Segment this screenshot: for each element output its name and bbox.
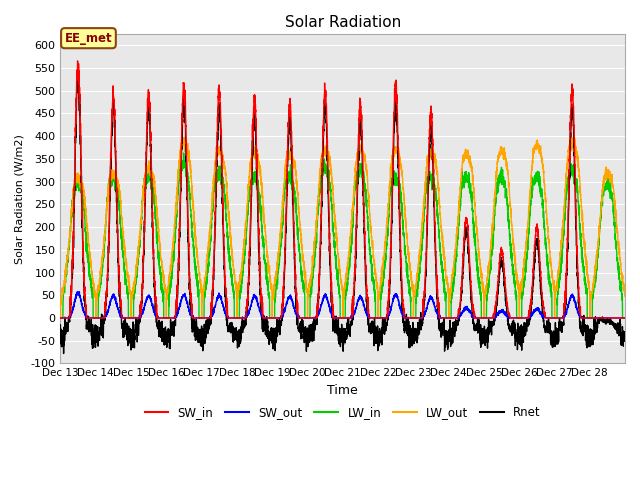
Y-axis label: Solar Radiation (W/m2): Solar Radiation (W/m2) (15, 134, 25, 264)
Text: EE_met: EE_met (65, 32, 112, 45)
Legend: SW_in, SW_out, LW_in, LW_out, Rnet: SW_in, SW_out, LW_in, LW_out, Rnet (140, 401, 545, 423)
X-axis label: Time: Time (327, 384, 358, 397)
Title: Solar Radiation: Solar Radiation (285, 15, 401, 30)
